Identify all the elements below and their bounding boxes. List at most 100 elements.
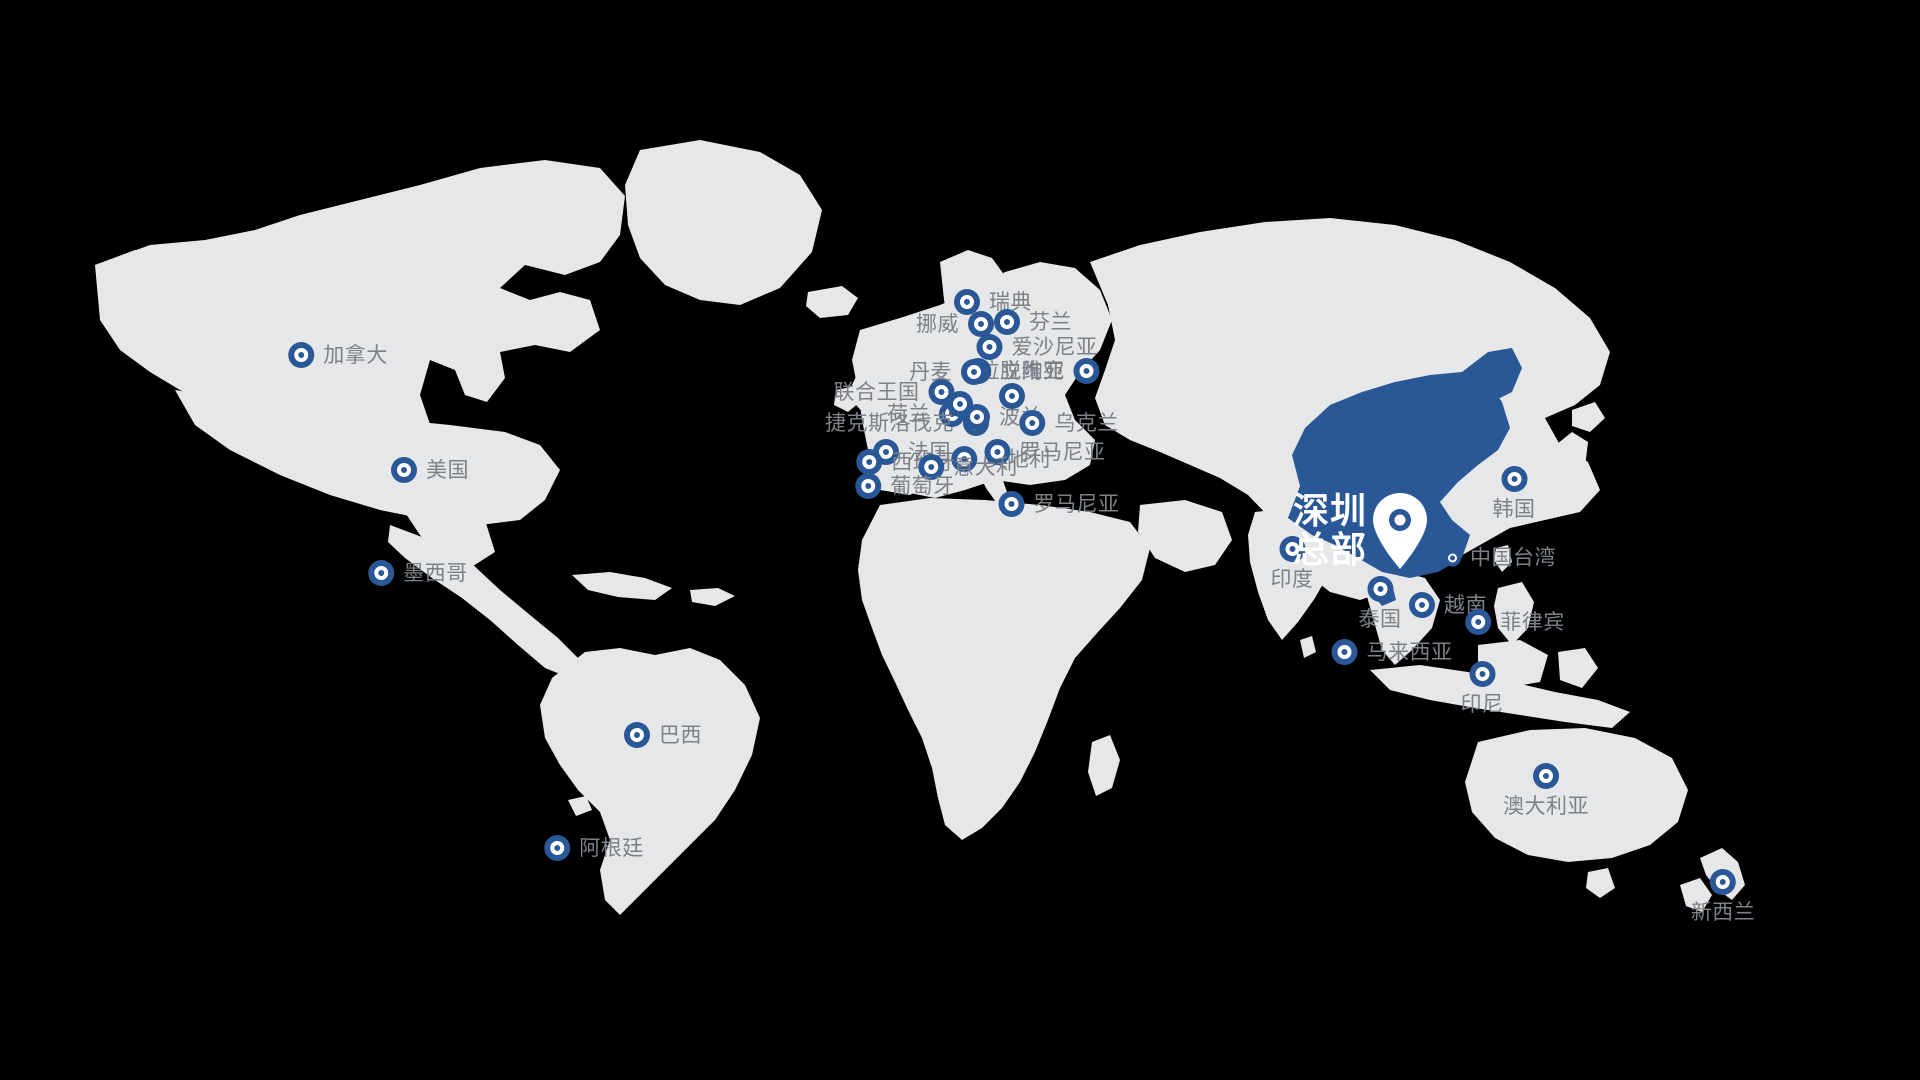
iceland-shape [806,286,858,318]
location-marker-latvia[interactable]: 拉脱维亚 [979,358,1100,384]
headquarters-marker[interactable]: 深圳 总部 [1293,491,1431,571]
location-marker-belarus[interactable] [999,383,1025,409]
location-marker-taiwan-china[interactable]: 中国台湾 [1444,548,1556,569]
location-ring-icon [1501,466,1527,492]
location-label: 阿根廷 [579,836,644,860]
location-ring-icon [368,560,395,586]
location-marker-vietnam[interactable]: 越南 [1409,592,1487,618]
location-label: 加拿大 [323,343,388,367]
location-label: 罗马尼亚 [1019,440,1106,464]
location-label: 乌克兰 [1054,411,1119,435]
location-ring-icon [391,457,417,483]
location-label: 爱沙尼亚 [1011,335,1098,359]
location-ring-icon [624,722,650,748]
taiwan-shape [1494,545,1512,572]
location-ring-icon [984,439,1011,465]
madagascar-shape [1088,735,1120,796]
location-ring-icon [1710,869,1736,895]
location-marker-portugal[interactable]: 葡萄牙 [855,473,955,499]
australia-shape [1465,728,1688,862]
location-label: 新西兰 [1690,901,1756,924]
location-ring-icon [1073,358,1100,384]
caribbean-shape [572,572,672,600]
location-ring-icon [1279,536,1305,562]
hq-label-line2: 总部 [1293,529,1368,570]
map-pin-icon [1373,493,1428,569]
location-label: 联合王国 [833,380,920,404]
location-marker-estonia[interactable]: 爱沙尼亚 [976,334,1098,360]
philippines-shape [1494,582,1534,645]
location-ring-icon [1409,592,1435,618]
location-ring-icon [855,473,882,499]
hq-label-line1: 深圳 [1293,490,1368,532]
location-marker-usa[interactable]: 美国 [391,457,469,483]
location-ring-icon [918,454,945,480]
location-marker-mexico[interactable]: 墨西哥 [368,560,468,586]
japan-shape [1542,432,1588,502]
new-zealand-south-shape [1680,878,1712,912]
location-marker-finland[interactable]: 芬兰 [994,309,1072,335]
location-marker-australia[interactable]: 澳大利亚 [1503,763,1589,817]
location-ring-icon [994,309,1020,335]
location-label: 拉脱维亚 [978,359,1065,383]
sulawesi-shape [1558,648,1598,688]
location-label: 挪威 [916,312,959,336]
location-label: 菲律宾 [1500,610,1565,634]
location-marker-south-korea[interactable]: 韩国 [1493,466,1536,520]
headquarters-label: 深圳 总部 [1293,490,1368,570]
south-america-shape [540,648,760,915]
location-marker-new-zealand[interactable]: 新西兰 [1691,869,1756,923]
location-ring-icon [998,491,1025,517]
location-label: 马来西亚 [1366,640,1453,664]
location-marker-sweden[interactable]: 瑞典 [954,289,1032,315]
north-america-shape [95,160,625,568]
location-label: 丹麦 [909,360,952,384]
location-marker-germany[interactable] [947,391,973,417]
location-label: 美国 [426,458,469,482]
location-ring-icon [1019,410,1046,436]
sri-lanka-shape [1300,636,1316,658]
location-marker-ukraine[interactable]: 乌克兰 [1019,410,1119,436]
location-ring-icon [976,334,1003,360]
location-ring-icon [961,359,987,385]
borneo-shape [1478,640,1548,688]
location-marker-malaysia[interactable]: 马来西亚 [1331,639,1453,665]
location-marker-brazil[interactable]: 巴西 [624,722,702,748]
location-marker-philippines[interactable]: 菲律宾 [1465,609,1565,635]
location-marker-india[interactable]: 印度 [1271,536,1314,590]
location-ring-icon [856,449,883,475]
location-marker-romania[interactable]: 罗马尼亚 [984,439,1106,465]
location-marker-argentina[interactable]: 阿根廷 [544,835,644,861]
location-ring-icon [1465,609,1492,635]
location-label: 捷克斯洛伐克 [825,411,954,435]
location-ring-icon [1367,576,1393,602]
location-marker-italy[interactable]: 意大利 [918,454,1018,480]
location-marker-norway[interactable]: 挪威 [916,311,994,337]
location-marker-indonesia[interactable]: 印尼 [1461,661,1504,715]
location-label: 芬兰 [1029,310,1072,334]
location-label: 罗马尼亚 [1033,492,1120,516]
location-label: 瑞典 [989,290,1032,314]
hispaniola-shape [690,588,735,606]
greenland-shape [625,140,822,305]
landmasses [95,140,1745,915]
location-label: 意大利 [953,455,1018,479]
africa-shape [858,498,1150,840]
india-shape [1248,508,1338,640]
location-marker-canada[interactable]: 加拿大 [288,342,388,368]
location-marker-bulgaria[interactable]: 罗马尼亚 [998,491,1120,517]
italy-shape [975,450,1008,505]
falklands-shape [568,796,592,816]
location-label: 中国台湾 [1470,546,1556,570]
location-marker-united-kingdom[interactable]: 联合王国 [834,379,955,405]
central-america-shape [388,525,580,678]
british-isles-shape [852,358,898,418]
location-marker-denmark[interactable]: 丹麦 [909,359,987,385]
location-ring-icon [999,383,1025,409]
location-label: 立陶宛 [1000,359,1065,383]
location-marker-thailand[interactable]: 泰国 [1359,576,1402,630]
ireland-shape [834,386,860,412]
location-ring-icon [1533,763,1559,789]
location-ring-icon [951,446,978,472]
